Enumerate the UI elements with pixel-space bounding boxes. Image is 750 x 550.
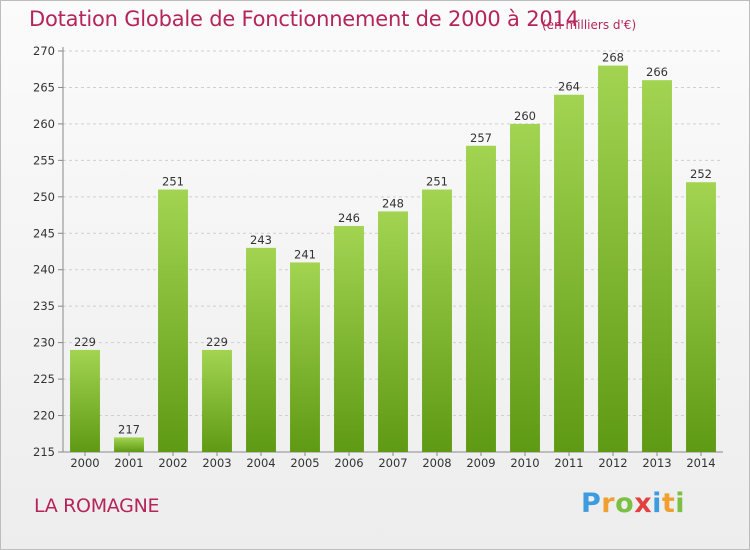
x-tick-label-2000: 2000 [70,456,99,470]
x-tick-label-2002: 2002 [158,456,187,470]
data-label-2007: 248 [382,196,404,210]
x-tick-label-2007: 2007 [378,456,407,470]
data-label-2011: 264 [558,80,580,94]
x-tick-label-2006: 2006 [334,456,363,470]
x-tick-label-2011: 2011 [554,456,583,470]
x-tick-label-2003: 2003 [202,456,231,470]
y-tick-label: 225 [33,372,55,386]
y-tick-label: 220 [33,409,55,423]
data-label-2012: 268 [602,51,624,65]
location-name: LA ROMAGNE [34,495,160,517]
bar-2007 [378,211,408,452]
x-tick-label-2014: 2014 [686,456,715,470]
y-tick-label: 235 [33,299,55,313]
x-tick-label-2010: 2010 [510,456,539,470]
y-tick-label: 260 [33,117,55,131]
logo-letter: o [615,488,635,519]
x-tick-label-2009: 2009 [466,456,495,470]
bar-2008 [422,189,452,452]
bar-2012 [598,65,628,452]
logo-letter: t [661,488,676,519]
data-label-2008: 251 [426,175,448,189]
data-label-2006: 246 [338,211,360,225]
y-tick-label: 245 [33,226,55,240]
x-tick-label-2005: 2005 [290,456,319,470]
data-label-2005: 241 [294,247,316,261]
axes: 215 220 225 230 235 240 245 250 255 260 265 270 2000… [33,44,723,470]
data-label-2009: 257 [470,131,492,145]
y-tick-label: 215 [33,445,55,459]
x-tick-label-2001: 2001 [114,456,143,470]
y-tick-label: 250 [33,190,55,204]
bar-2010 [510,123,540,452]
logo-letter: x [634,488,653,519]
chart-title: Dotation Globale de Fonctionnement de 20… [29,7,579,31]
bar-2004 [246,247,276,452]
bar-2006 [334,225,364,452]
data-label-2014: 252 [690,167,712,181]
bar-2011 [554,94,584,452]
proxiti-logo[interactable]: Proxiti [581,488,685,519]
x-tick-label-2004: 2004 [246,456,275,470]
bar-2014 [686,182,716,452]
bar-2005 [290,262,320,452]
data-label-2000: 229 [74,335,96,349]
y-tick-label: 230 [33,336,55,350]
bar-2003 [202,349,232,452]
y-tick-label: 265 [33,80,55,94]
data-labels: 229 217 251 229 243 241 246 248 251 257 260 264 268 2… [74,51,712,437]
x-tick-label-2012: 2012 [598,456,627,470]
x-tick-label-2013: 2013 [642,456,671,470]
bar-2001 [114,437,144,452]
logo-letter: i [675,488,686,519]
chart-subtitle: (en milliers d'€) [542,18,637,32]
y-tick-label: 255 [33,153,55,167]
bar-2013 [642,80,672,452]
x-tick-label-2008: 2008 [422,456,451,470]
bar-2002 [158,189,188,452]
data-label-2003: 229 [206,335,228,349]
y-tick-label: 270 [33,44,55,58]
data-label-2013: 266 [646,65,668,79]
logo-letter: r [601,488,616,519]
data-label-2002: 251 [162,175,184,189]
data-label-2010: 260 [514,109,536,123]
y-tick-label: 240 [33,263,55,277]
data-label-2001: 217 [118,422,140,436]
logo-letter: i [652,488,662,519]
data-label-2004: 243 [250,233,272,247]
logo-letter: P [581,488,602,519]
bar-2009 [466,145,496,453]
bar-2000 [70,349,100,452]
bars [70,65,716,453]
